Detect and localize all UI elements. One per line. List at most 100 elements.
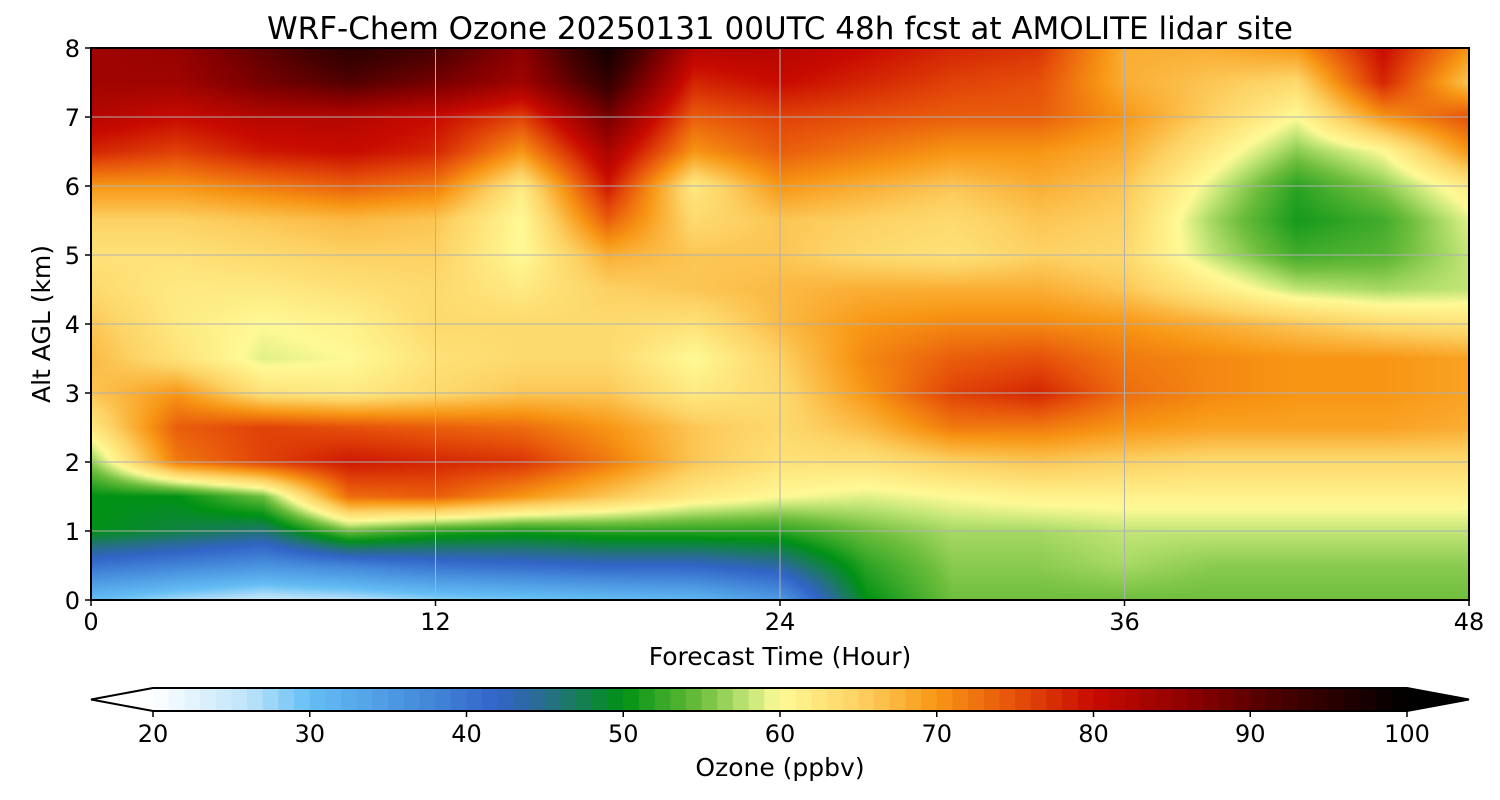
colorbar-tick-label: 60: [765, 720, 796, 748]
colorbar-segment: [874, 688, 891, 711]
x-tick-label: 0: [83, 608, 98, 636]
colorbar-segment: [497, 688, 515, 711]
colorbar-segment: [921, 688, 938, 711]
colorbar-segment: [607, 688, 624, 711]
chart-title: WRF-Chem Ozone 20250131 00UTC 48h fcst a…: [267, 11, 1293, 47]
colorbar-segment: [999, 688, 1016, 711]
colorbar-segment: [1171, 688, 1189, 711]
colorbar-segment: [764, 688, 781, 711]
colorbar-low-extension: [91, 688, 153, 711]
colorbar-segment: [1124, 688, 1142, 711]
colorbar-segment: [1077, 688, 1095, 711]
colorbar-segment: [1312, 688, 1330, 711]
colorbar-segment: [638, 688, 656, 711]
y-tick-label: 1: [65, 518, 80, 546]
colorbar-segment: [513, 688, 530, 711]
y-tick-label: 5: [65, 242, 80, 270]
colorbar-segment: [717, 688, 734, 711]
colorbar-segment: [153, 688, 170, 711]
colorbar-segment: [1297, 688, 1314, 711]
colorbar-segment: [1281, 688, 1298, 711]
colorbar-segment: [654, 688, 671, 711]
colorbar-segment: [529, 688, 546, 711]
colorbar-segment: [184, 688, 201, 711]
colorbar-segment: [1046, 688, 1063, 711]
colorbar-segment: [1344, 688, 1361, 711]
colorbar-segment: [1250, 688, 1267, 711]
y-tick-label: 4: [65, 311, 80, 339]
colorbar-segment: [968, 688, 985, 711]
y-tick-label: 7: [65, 104, 80, 132]
colorbar-segment: [576, 688, 593, 711]
x-axis: 0 12 24 36 48: [83, 600, 1484, 636]
colorbar-tick-label: 40: [451, 720, 482, 748]
colorbar-segment: [670, 688, 687, 711]
colorbar-segment: [215, 688, 232, 711]
colorbar-segment: [842, 688, 859, 711]
colorbar-segment: [1093, 688, 1110, 711]
colorbar-segment: [325, 688, 342, 711]
colorbar-segment: [795, 688, 812, 711]
colorbar-segment: [780, 688, 797, 711]
colorbar: 20 30 40 50 60 70 80 90 100: [90, 687, 1470, 748]
colorbar-segment: [1375, 688, 1392, 711]
colorbar-segment: [1234, 688, 1251, 711]
colorbar-segment: [262, 688, 279, 711]
y-tick-label: 8: [65, 35, 80, 63]
x-tick-label: 36: [1109, 608, 1140, 636]
x-tick-label: 12: [420, 608, 451, 636]
colorbar-segment: [200, 688, 217, 711]
colorbar-segment: [450, 688, 468, 711]
colorbar-segment: [1062, 688, 1079, 711]
colorbar-tick-label: 90: [1235, 720, 1266, 748]
colorbar-segment: [294, 688, 311, 711]
colorbar-segment: [1015, 688, 1032, 711]
colorbar-segment: [936, 688, 954, 711]
colorbar-segment: [952, 688, 969, 711]
colorbar-segment: [983, 688, 1001, 711]
colorbar-tick-label: 20: [138, 720, 169, 748]
colorbar-segment: [1391, 688, 1408, 711]
y-tick-label: 3: [65, 380, 80, 408]
colorbar-segment: [1203, 688, 1220, 711]
colorbar-tick-label: 50: [608, 720, 639, 748]
colorbar-segment: [1030, 688, 1048, 711]
y-tick-label: 2: [65, 449, 80, 477]
colorbar-tick-label: 80: [1078, 720, 1109, 748]
colorbar-segment: [685, 688, 703, 711]
colorbar-segment: [591, 688, 609, 711]
colorbar-segment: [1359, 688, 1377, 711]
y-axis-label: Alt AGL (km): [27, 245, 56, 403]
colorbar-tick-label: 70: [921, 720, 952, 748]
colorbar-segment: [278, 688, 295, 711]
colorbar-segment: [889, 688, 906, 711]
colorbar-segment: [623, 688, 640, 711]
colorbar-segment: [748, 688, 765, 711]
x-tick-label: 48: [1454, 608, 1485, 636]
colorbar-segment: [388, 688, 405, 711]
colorbar-segment: [341, 688, 358, 711]
colorbar-segment: [858, 688, 875, 711]
colorbar-segment: [466, 688, 483, 711]
colorbar-label: Ozone (ppbv): [695, 753, 864, 782]
colorbar-segment: [905, 688, 922, 711]
colorbar-segment: [732, 688, 750, 711]
colorbar-segment: [1328, 688, 1345, 711]
y-axis: 0 1 2 3 4 5 6 7 8: [65, 35, 91, 615]
colorbar-segment: [811, 688, 828, 711]
colorbar-segment: [482, 688, 499, 711]
x-tick-label: 24: [765, 608, 796, 636]
colorbar-segment: [560, 688, 577, 711]
y-tick-label: 6: [65, 173, 80, 201]
colorbar-segment: [544, 688, 562, 711]
colorbar-high-extension: [1407, 688, 1469, 711]
colorbar-tick-label: 30: [294, 720, 325, 748]
colorbar-segment: [372, 688, 389, 711]
x-axis-label: Forecast Time (Hour): [649, 642, 912, 671]
colorbar-segment: [247, 688, 264, 711]
colorbar-tick-label: 100: [1384, 720, 1430, 748]
colorbar-segment: [231, 688, 248, 711]
colorbar-segment: [403, 688, 421, 711]
colorbar-segment: [168, 688, 185, 711]
